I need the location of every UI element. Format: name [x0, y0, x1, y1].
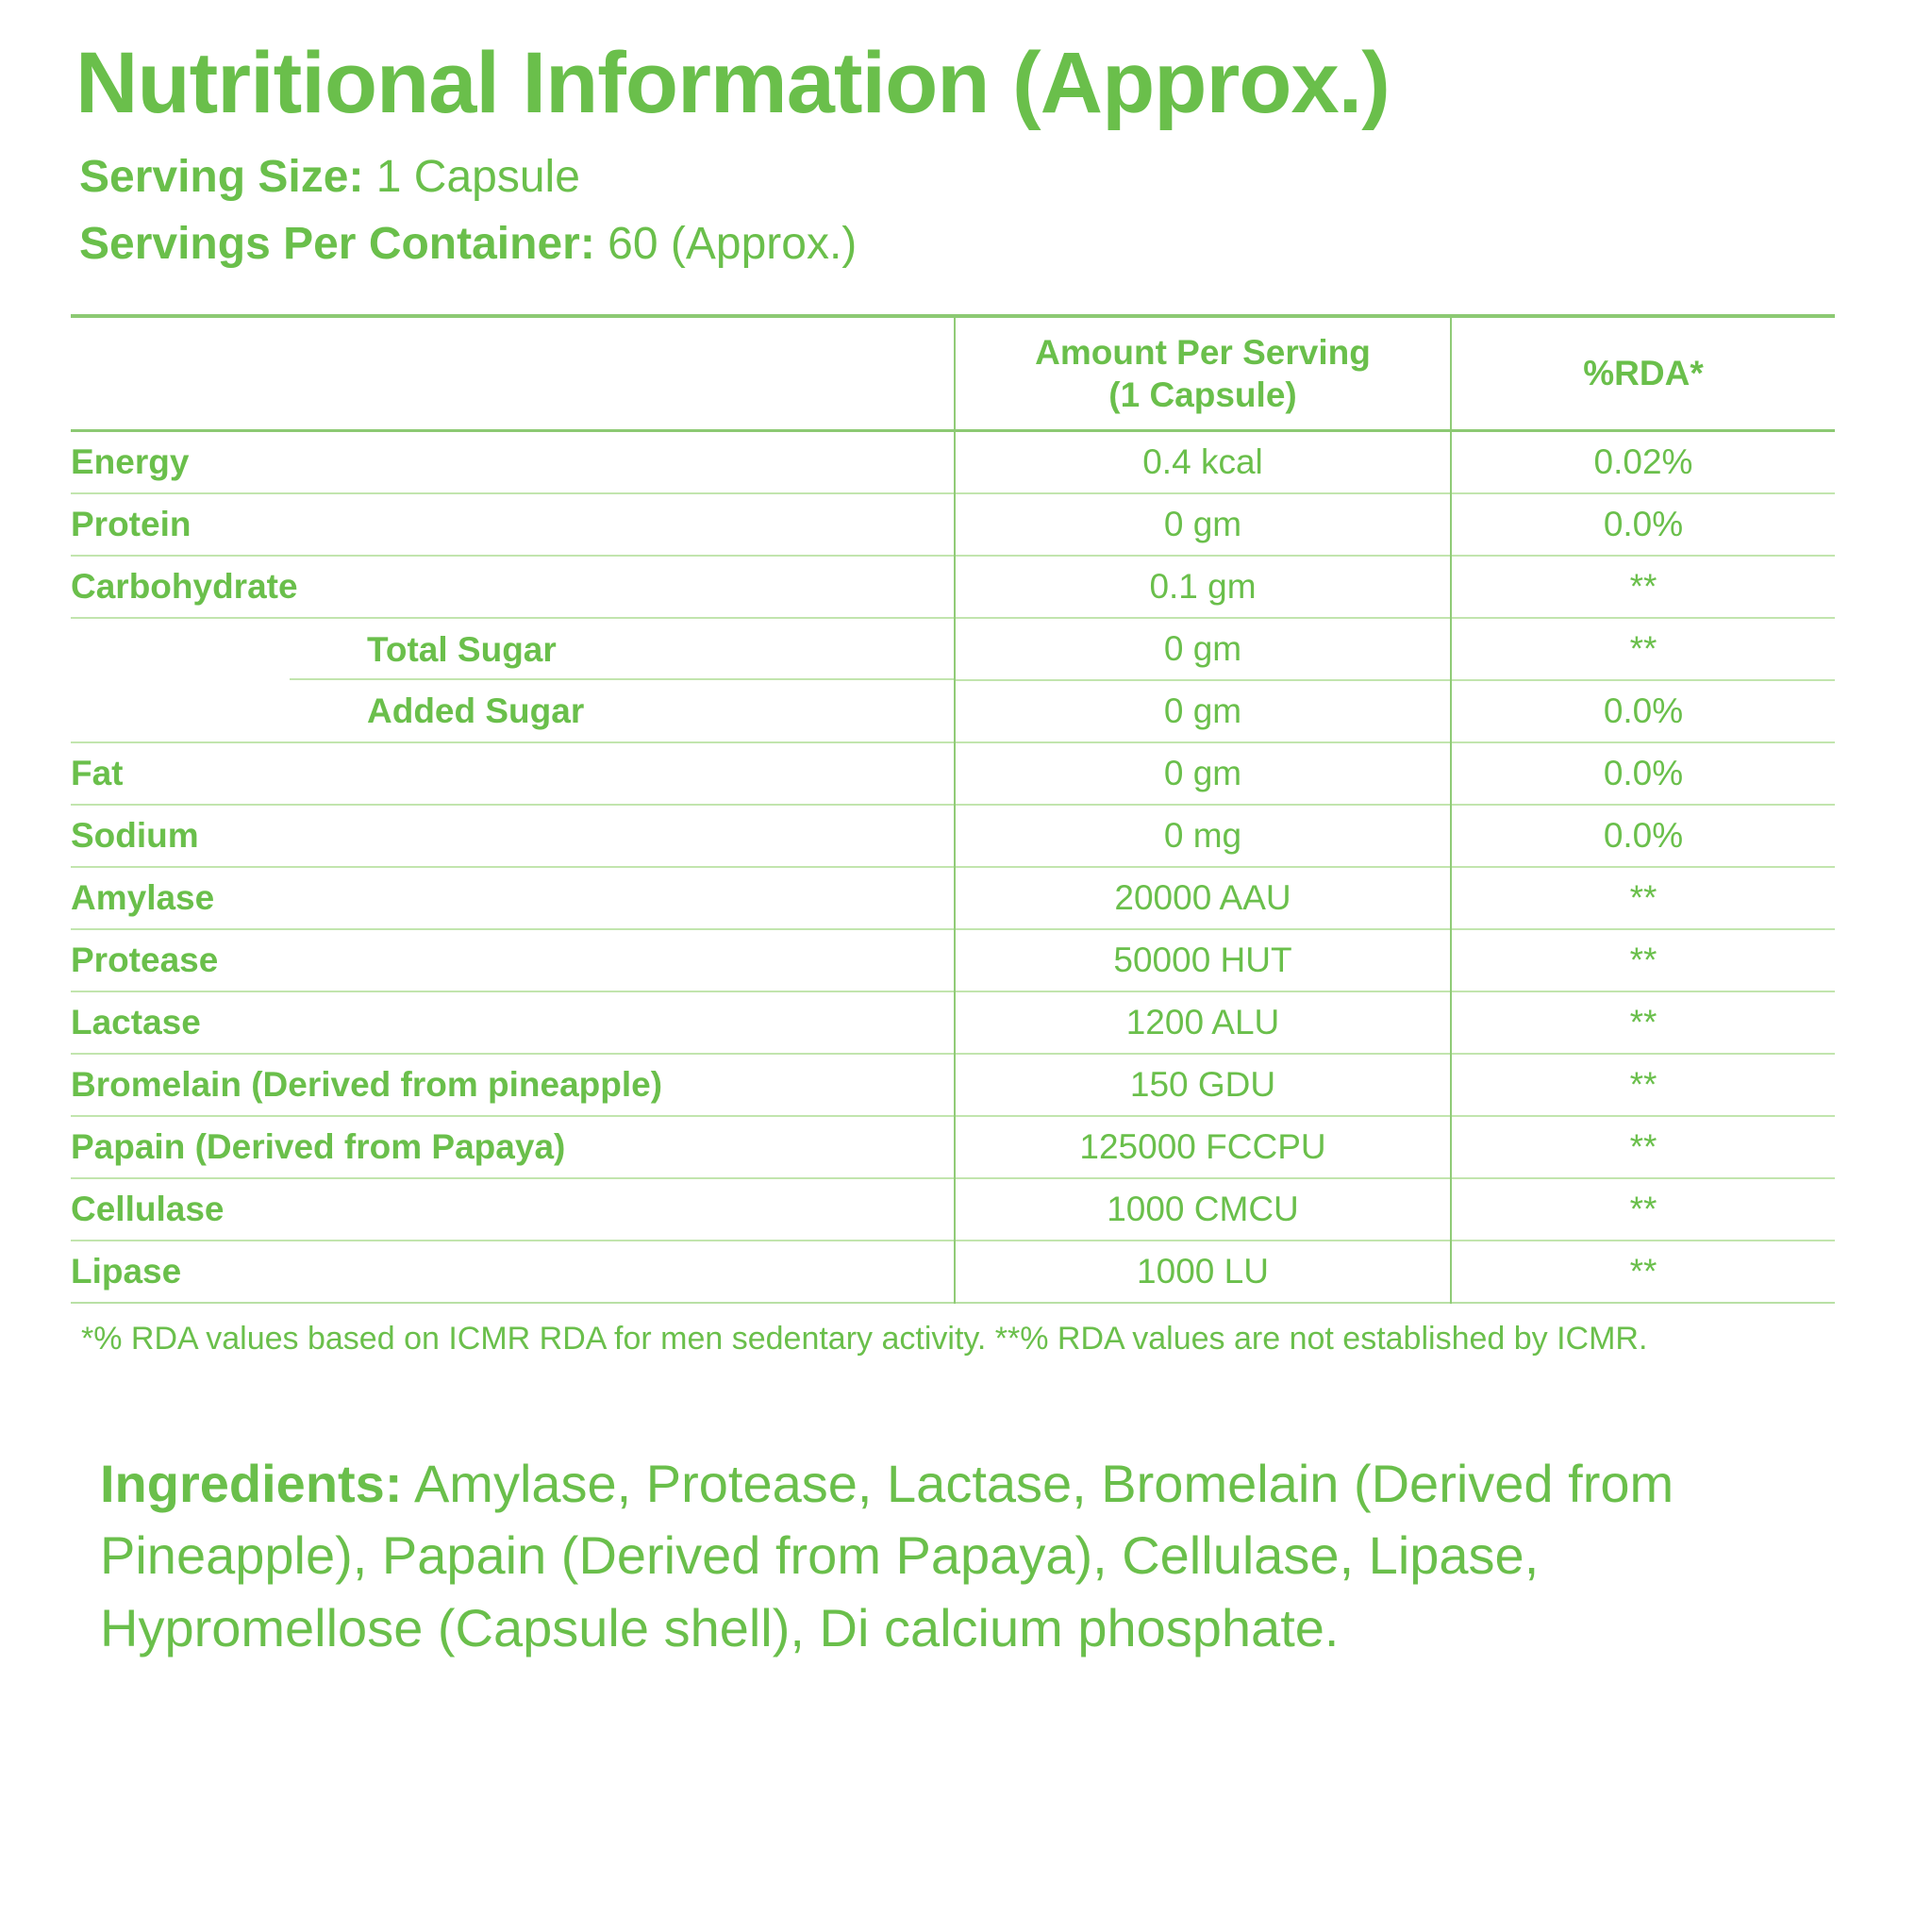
table-row-protein: Protein 0 gm 0.0% — [71, 492, 1835, 557]
nutrient-name: Protease — [71, 928, 955, 992]
nutrient-rda: ** — [1450, 1115, 1835, 1179]
nutrient-rda: 0.0% — [1450, 492, 1835, 557]
nutrient-amount: 1000 CMCU — [954, 1177, 1451, 1241]
page-title: Nutritional Information (Approx.) — [75, 35, 1391, 131]
nutrient-amount: 1200 ALU — [954, 991, 1451, 1055]
nutrient-name: Lipase — [71, 1240, 955, 1304]
table-row-total-sugar: Total Sugar 0 gm ** — [71, 617, 1835, 681]
nutrient-amount: 0 gm — [954, 679, 1451, 743]
serving-size-line: Serving Size: 1 Capsule — [79, 151, 1932, 205]
nutrient-rda: 0.0% — [1450, 679, 1835, 743]
nutrient-amount: 125000 FCCPU — [954, 1115, 1451, 1179]
nutrient-name: Bromelain (Derived from pineapple) — [71, 1053, 955, 1117]
nutrient-name: Total Sugar — [71, 617, 955, 681]
nutrient-name: Energy — [71, 442, 190, 482]
nutrient-name: Carbohydrate — [71, 555, 955, 619]
ingredients-text: Amylase, Protease, Lactase, Bromelain (D… — [100, 1454, 1674, 1657]
ingredients-paragraph: Ingredients: Amylase, Protease, Lactase,… — [100, 1448, 1826, 1663]
nutrient-name: Papain (Derived from Papaya) — [71, 1115, 955, 1179]
label-content: Nutritional Information (Approx.) Servin… — [71, 35, 1932, 1663]
rda-footnote: *% RDA values based on ICMR RDA for men … — [81, 1321, 1648, 1357]
table-row-bromelain: Bromelain (Derived from pineapple) 150 G… — [71, 1053, 1835, 1117]
nutrient-amount: 1000 LU — [954, 1240, 1451, 1304]
nutrient-name: Fat — [71, 741, 955, 806]
header-rda: %RDA* — [1450, 316, 1835, 433]
nutrient-name: Sodium — [71, 804, 955, 868]
nutrient-amount: 0.1 gm — [954, 555, 1451, 619]
servings-per-container-line: Servings Per Container: 60 (Approx.) — [79, 218, 1932, 272]
nutrient-name: Added Sugar — [71, 678, 955, 742]
nutrient-rda: ** — [1450, 1177, 1835, 1241]
header-nutrient — [71, 316, 955, 433]
nutrient-name: Cellulase — [71, 1177, 955, 1241]
table-row-lipase: Lipase 1000 LU ** — [71, 1240, 1835, 1304]
nutrition-table-body: Energy 0.4 kcal 0.02% Protein 0 gm 0.0% … — [71, 430, 1835, 1304]
table-row-added-sugar: Added Sugar 0 gm 0.0% — [71, 678, 1835, 743]
nutrient-amount: 0 gm — [954, 492, 1451, 557]
nutrient-rda: 0.0% — [1450, 741, 1835, 806]
ingredients-label: Ingredients: — [100, 1454, 403, 1514]
nutrient-rda: ** — [1450, 991, 1835, 1055]
servings-per-container-value: 60 (Approx.) — [594, 218, 858, 269]
nutrient-rda: ** — [1450, 866, 1835, 930]
nutrition-table: Amount Per Serving (1 Capsule) %RDA* Ene… — [71, 314, 1835, 1305]
table-row-sodium: Sodium 0 mg 0.0% — [71, 804, 1835, 868]
nutrient-amount: 0 gm — [954, 617, 1451, 681]
nutrient-rda: 0.0% — [1450, 804, 1835, 868]
servings-per-container-label: Servings Per Container: — [79, 218, 595, 269]
table-row-protease: Protease 50000 HUT ** — [71, 928, 1835, 992]
nutrient-name: Amylase — [71, 866, 955, 930]
nutrient-amount: 150 GDU — [954, 1053, 1451, 1117]
header-amount-line2: (1 Capsule) — [1108, 375, 1297, 415]
header-row: Amount Per Serving (1 Capsule) %RDA* — [71, 316, 1835, 433]
header-amount-per-serving: Amount Per Serving (1 Capsule) — [954, 316, 1451, 433]
header-amount-line1: Amount Per Serving — [1035, 333, 1371, 373]
serving-size-label: Serving Size: — [79, 152, 364, 202]
table-row-amylase: Amylase 20000 AAU ** — [71, 866, 1835, 930]
nutrient-amount: 0 gm — [954, 741, 1451, 806]
nutrient-name: Protein — [71, 492, 955, 557]
table-row-lactase: Lactase 1200 ALU ** — [71, 991, 1835, 1055]
table-row-energy: Energy 0.4 kcal 0.02% — [71, 430, 1835, 494]
nutrient-rda: ** — [1450, 1240, 1835, 1304]
table-row-papain: Papain (Derived from Papaya) 125000 FCCP… — [71, 1115, 1835, 1179]
nutrient-amount: 0 mg — [954, 804, 1451, 868]
nutrient-amount: 0.4 kcal — [954, 430, 1451, 494]
nutrient-amount: 20000 AAU — [954, 866, 1451, 930]
table-row-cellulase: Cellulase 1000 CMCU ** — [71, 1177, 1835, 1241]
nutrition-table-header: Amount Per Serving (1 Capsule) %RDA* — [71, 316, 1835, 433]
table-row-fat: Fat 0 gm 0.0% — [71, 741, 1835, 806]
nutrient-rda: ** — [1450, 555, 1835, 619]
serving-size-value: 1 Capsule — [363, 152, 580, 202]
nutrient-rda: ** — [1450, 617, 1835, 681]
nutrient-rda: ** — [1450, 1053, 1835, 1117]
nutrient-name: Lactase — [71, 991, 955, 1055]
nutrient-rda: ** — [1450, 928, 1835, 992]
nutrient-rda: 0.02% — [1450, 430, 1835, 494]
table-row-carbohydrate: Carbohydrate 0.1 gm ** — [71, 555, 1835, 619]
nutrient-amount: 50000 HUT — [954, 928, 1451, 992]
